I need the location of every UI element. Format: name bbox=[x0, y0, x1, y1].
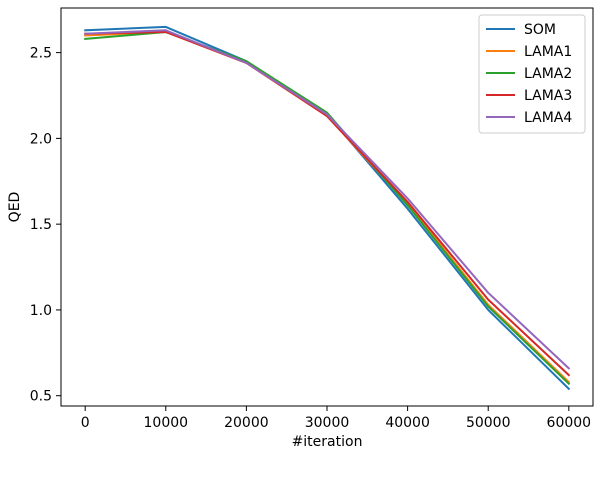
x-tick-label: 30000 bbox=[305, 415, 350, 431]
x-axis-label: #iteration bbox=[292, 434, 363, 450]
legend: SOM LAMA1 LAMA2 LAMA3 LAMA4 bbox=[478, 14, 586, 134]
x-tick-label: 10000 bbox=[144, 415, 189, 431]
x-tick-label: 60000 bbox=[547, 415, 592, 431]
series-line-lama3 bbox=[84, 31, 571, 377]
x-tick-label: 50000 bbox=[466, 415, 511, 431]
legend-label: LAMA4 bbox=[524, 110, 572, 126]
y-tick-label: 1.0 bbox=[30, 303, 52, 319]
legend-label: LAMA3 bbox=[524, 88, 572, 104]
x-axis: 0 10000 20000 30000 40000 50000 60000 bbox=[81, 406, 591, 431]
y-axis-label: QED bbox=[7, 192, 23, 223]
legend-label: LAMA1 bbox=[524, 44, 572, 60]
y-tick-label: 2.5 bbox=[30, 46, 52, 62]
y-axis: 0.5 1.0 1.5 2.0 2.5 bbox=[30, 46, 61, 405]
y-tick-label: 0.5 bbox=[30, 389, 52, 405]
series-line-lama4 bbox=[84, 29, 571, 370]
y-tick-label: 2.0 bbox=[30, 131, 52, 147]
legend-label: SOM bbox=[524, 22, 556, 38]
x-tick-label: 40000 bbox=[385, 415, 430, 431]
x-tick-label: 0 bbox=[81, 415, 90, 431]
y-tick-label: 1.5 bbox=[30, 217, 52, 233]
x-tick-label: 20000 bbox=[224, 415, 269, 431]
legend-box bbox=[478, 14, 586, 134]
legend-label: LAMA2 bbox=[524, 66, 572, 82]
plot-area bbox=[84, 25, 571, 391]
